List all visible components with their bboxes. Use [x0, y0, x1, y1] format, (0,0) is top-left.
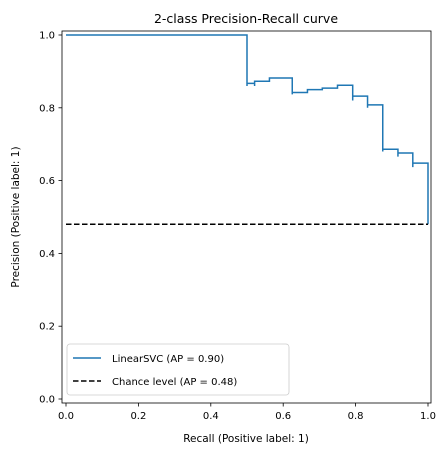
y-axis-ticks: 0.0 0.2 0.4 0.6 0.8 1.0 [39, 31, 62, 406]
y-tick-label: 1.0 [39, 31, 55, 42]
x-axis-label: Recall (Positive label: 1) [183, 433, 309, 445]
y-tick-label: 0.8 [39, 103, 55, 114]
y-tick-label: 0.4 [39, 249, 55, 260]
series-layer [66, 34, 429, 226]
axes-background [62, 31, 431, 403]
x-axis-ticks: 0.0 0.2 0.4 0.6 0.8 1.0 [58, 403, 436, 422]
series-line-linearsvc [66, 34, 429, 225]
x-tick-label: 0.6 [275, 411, 291, 422]
x-tick-label: 0.2 [130, 411, 146, 422]
x-tick-label: 0.8 [348, 411, 364, 422]
legend-label-linearsvc: LinearSVC (AP = 0.90) [112, 354, 224, 365]
y-tick-label: 0.6 [39, 176, 55, 187]
axes-frame [61, 30, 432, 404]
y-tick-label: 0.0 [39, 395, 55, 406]
legend-box [66, 343, 290, 396]
y-axis-label: Precision (Positive label: 1) [10, 146, 22, 287]
plot-area [61, 30, 432, 404]
x-tick-label: 0.0 [58, 411, 74, 422]
x-tick-label: 0.4 [203, 411, 219, 422]
legend-label-chance: Chance level (AP = 0.48) [112, 377, 237, 388]
chart-title: 2-class Precision-Recall curve [154, 11, 338, 26]
legend: LinearSVC (AP = 0.90) Chance level (AP =… [66, 343, 290, 396]
y-tick-label: 0.2 [39, 322, 55, 333]
x-tick-label: 1.0 [420, 411, 436, 422]
